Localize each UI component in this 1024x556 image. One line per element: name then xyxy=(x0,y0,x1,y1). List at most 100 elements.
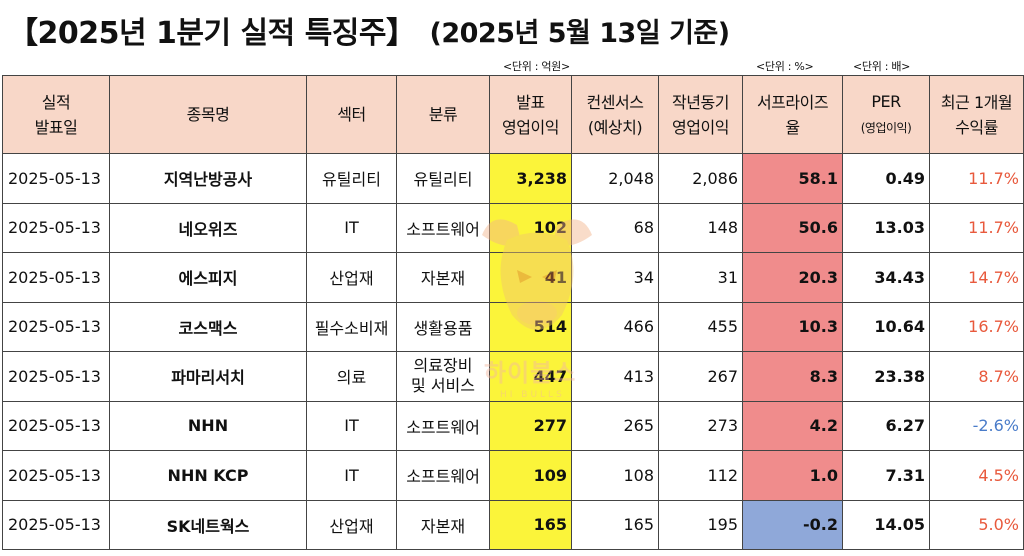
cell-sector: IT xyxy=(306,400,397,451)
cell-op-income: 447 xyxy=(489,351,572,402)
table-row: 2025-05-13 에스피지 산업재 자본재 41 34 31 20.3 34.43 14.7% xyxy=(2,252,1024,303)
cell-return: 11.7% xyxy=(929,202,1024,253)
earnings-table: 실적 발표일 종목명 섹터 분류 발표 영업이익 컨센서스 (예상치) 작년동기 영업이… xyxy=(2,75,1024,550)
cell-surprise: 1.0 xyxy=(742,450,843,501)
cell-sector: 필수소비재 xyxy=(306,301,397,352)
cell-last-year: 455 xyxy=(658,301,743,352)
cell-date: 2025-05-13 xyxy=(2,153,110,204)
table-row: 2025-05-13 NHN IT 소프트웨어 277 265 273 4.2 6.27 -2.6… xyxy=(2,400,1024,451)
cell-date: 2025-05-13 xyxy=(2,499,110,550)
header-name: 종목명 xyxy=(109,75,307,154)
cell-classification: 유틸리티 xyxy=(396,153,490,204)
header-surprise: 서프라이즈 율 xyxy=(742,75,843,154)
cell-classification: 소프트웨어 xyxy=(396,202,490,253)
cell-sector: IT xyxy=(306,202,397,253)
cell-op-income: 109 xyxy=(489,450,572,501)
cell-last-year: 31 xyxy=(658,252,743,303)
cell-return: 4.5% xyxy=(929,450,1024,501)
cell-per: 10.64 xyxy=(842,301,930,352)
cell-stock-name: SK네트웍스 xyxy=(109,499,307,550)
cell-op-income: 3,238 xyxy=(489,153,572,204)
cell-consensus: 466 xyxy=(571,301,659,352)
cell-last-year: 195 xyxy=(658,499,743,550)
table-row: 2025-05-13 파마리서치 의료 의료장비 및 서비스 447 413 267 8.3 23… xyxy=(2,351,1024,402)
cell-sector: IT xyxy=(306,450,397,501)
header-per: PER (영업이익) xyxy=(842,75,930,154)
cell-date: 2025-05-13 xyxy=(2,301,110,352)
cell-classification: 생활용품 xyxy=(396,301,490,352)
cell-sector: 유틸리티 xyxy=(306,153,397,204)
cell-return: 16.7% xyxy=(929,301,1024,352)
cell-last-year: 148 xyxy=(658,202,743,253)
cell-surprise: -0.2 xyxy=(742,499,843,550)
cell-surprise: 58.1 xyxy=(742,153,843,204)
header-classification: 분류 xyxy=(396,75,490,154)
cell-classification: 자본재 xyxy=(396,252,490,303)
cell-per: 7.31 xyxy=(842,450,930,501)
cell-return: -2.6% xyxy=(929,400,1024,451)
cell-consensus: 108 xyxy=(571,450,659,501)
cell-per: 6.27 xyxy=(842,400,930,451)
cell-sector: 산업재 xyxy=(306,499,397,550)
cell-op-income: 165 xyxy=(489,499,572,550)
table-header-row: 실적 발표일 종목명 섹터 분류 발표 영업이익 컨센서스 (예상치) 작년동기 영업이… xyxy=(2,75,1024,154)
header-op-income: 발표 영업이익 xyxy=(489,75,572,154)
cell-sector: 산업재 xyxy=(306,252,397,303)
cell-per: 34.43 xyxy=(842,252,930,303)
cell-surprise: 8.3 xyxy=(742,351,843,402)
cell-sector: 의료 xyxy=(306,351,397,402)
cell-op-income: 41 xyxy=(489,252,572,303)
table-row: 2025-05-13 지역난방공사 유틸리티 유틸리티 3,238 2,048 2,086 5… xyxy=(2,153,1024,204)
cell-date: 2025-05-13 xyxy=(2,252,110,303)
cell-consensus: 34 xyxy=(571,252,659,303)
table-row: 2025-05-13 SK네트웍스 산업재 자본재 165 165 195 -0.2 14.05… xyxy=(2,499,1024,550)
cell-consensus: 265 xyxy=(571,400,659,451)
cell-surprise: 10.3 xyxy=(742,301,843,352)
cell-date: 2025-05-13 xyxy=(2,400,110,451)
cell-stock-name: NHN KCP xyxy=(109,450,307,501)
cell-stock-name: 파마리서치 xyxy=(109,351,307,402)
table-body: 2025-05-13 지역난방공사 유틸리티 유틸리티 3,238 2,048 2,086 5… xyxy=(2,153,1024,550)
unit-op-income: <단위 : 억원> xyxy=(503,60,570,73)
cell-consensus: 68 xyxy=(571,202,659,253)
header-date: 실적 발표일 xyxy=(2,75,110,154)
cell-consensus: 413 xyxy=(571,351,659,402)
cell-stock-name: 에스피지 xyxy=(109,252,307,303)
header-last-year: 작년동기 영업이익 xyxy=(658,75,743,154)
cell-date: 2025-05-13 xyxy=(2,450,110,501)
cell-last-year: 2,086 xyxy=(658,153,743,204)
page-title: 【2025년 1분기 실적 특징주】 (2025년 5월 13일 기준) xyxy=(8,4,730,56)
unit-per: <단위 : 배> xyxy=(853,60,911,73)
cell-classification: 자본재 xyxy=(396,499,490,550)
cell-return: 5.0% xyxy=(929,499,1024,550)
cell-date: 2025-05-13 xyxy=(2,351,110,402)
cell-last-year: 273 xyxy=(658,400,743,451)
cell-per: 0.49 xyxy=(842,153,930,204)
cell-stock-name: NHN xyxy=(109,400,307,451)
title-main: 【2025년 1분기 실적 특징주】 xyxy=(8,16,416,51)
cell-classification: 소프트웨어 xyxy=(396,450,490,501)
cell-per: 23.38 xyxy=(842,351,930,402)
header-return: 최근 1개월 수익률 xyxy=(929,75,1024,154)
cell-return: 11.7% xyxy=(929,153,1024,204)
cell-per: 13.03 xyxy=(842,202,930,253)
table-row: 2025-05-13 NHN KCP IT 소프트웨어 109 108 112 1.0 7.31… xyxy=(2,450,1024,501)
cell-surprise: 50.6 xyxy=(742,202,843,253)
cell-return: 14.7% xyxy=(929,252,1024,303)
cell-last-year: 112 xyxy=(658,450,743,501)
table-row: 2025-05-13 네오위즈 IT 소프트웨어 102 68 148 50.6 13.03 11… xyxy=(2,202,1024,253)
cell-surprise: 20.3 xyxy=(742,252,843,303)
header-consensus: 컨센서스 (예상치) xyxy=(571,75,659,154)
cell-stock-name: 지역난방공사 xyxy=(109,153,307,204)
cell-classification: 의료장비 및 서비스 xyxy=(396,351,490,402)
unit-surprise: <단위 : %> xyxy=(756,60,814,73)
cell-classification: 소프트웨어 xyxy=(396,400,490,451)
cell-return: 8.7% xyxy=(929,351,1024,402)
table-row: 2025-05-13 코스맥스 필수소비재 생활용품 514 466 455 10.3 10.6… xyxy=(2,301,1024,352)
cell-op-income: 102 xyxy=(489,202,572,253)
cell-consensus: 165 xyxy=(571,499,659,550)
header-sector: 섹터 xyxy=(306,75,397,154)
cell-per: 14.05 xyxy=(842,499,930,550)
cell-last-year: 267 xyxy=(658,351,743,402)
cell-stock-name: 네오위즈 xyxy=(109,202,307,253)
